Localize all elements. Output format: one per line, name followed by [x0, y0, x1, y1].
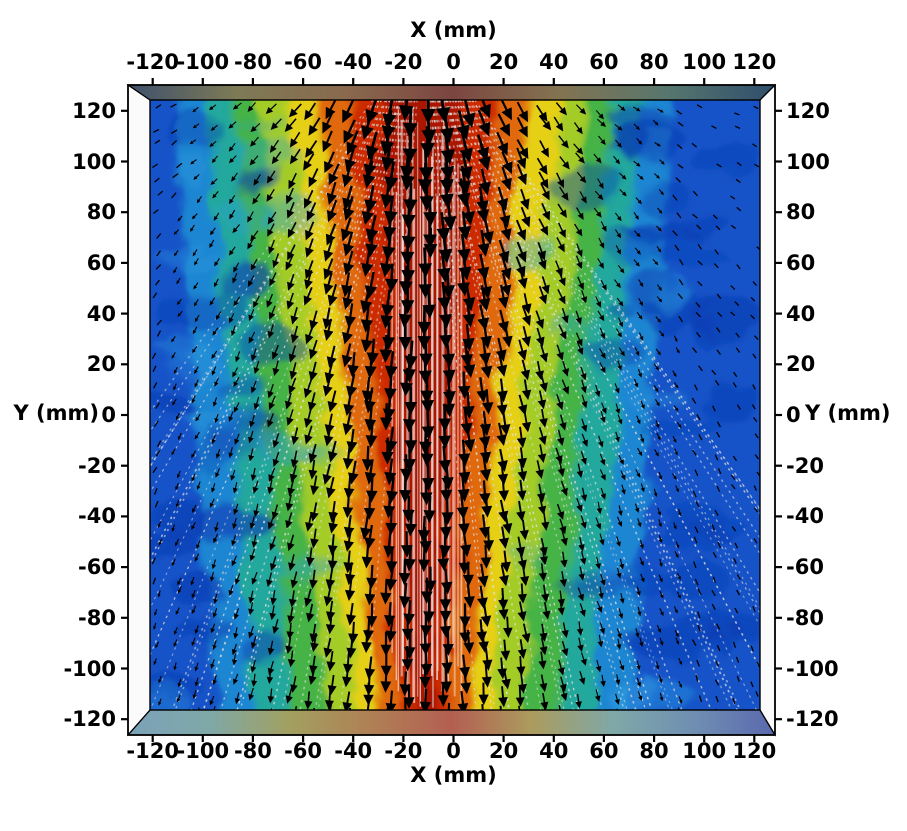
x-tick-label-top--60: -60: [284, 50, 323, 74]
y-tick-label-left-80: 80: [86, 200, 116, 225]
y-tick-label-right-40: 40: [786, 301, 816, 326]
y-tick-label-left-40: 40: [86, 301, 116, 326]
x-tick-label-top--120: -120: [126, 50, 179, 74]
y-axis-title-right: Y (mm): [805, 401, 891, 425]
x-tick-label-top-120: 120: [732, 50, 777, 74]
x-tick-label-bottom-0: 0: [446, 739, 461, 763]
axis-tick-marks: [121, 78, 782, 742]
y-tick-label-right--60: -60: [786, 555, 824, 580]
x-tick-label-bottom--20: -20: [384, 739, 423, 763]
x-tick-label-bottom--100: -100: [176, 739, 230, 763]
y-tick-label-left-0: 0: [101, 403, 116, 427]
y-tick-label-left-20: 20: [86, 352, 116, 377]
x-tick-label-top-40: 40: [539, 50, 569, 74]
x-tick-label-top--80: -80: [233, 50, 272, 74]
x-tick-label-bottom--120: -120: [126, 739, 179, 763]
y-tick-label-right-0: 0: [786, 403, 801, 427]
box-left-face: [127, 84, 151, 737]
y-tick-label-right--120: -120: [786, 707, 839, 732]
y-tick-label-right-120: 120: [786, 98, 830, 123]
x-tick-label-top-60: 60: [589, 50, 619, 74]
x-tick-label-bottom-40: 40: [539, 739, 569, 763]
y-tick-label-left--60: -60: [78, 555, 116, 580]
x-tick-label-top--100: -100: [176, 50, 230, 74]
y-tick-label-right--80: -80: [786, 605, 824, 630]
x-axis-title-top: X (mm): [410, 18, 497, 42]
y-tick-label-right-80: 80: [786, 200, 816, 225]
x-tick-label-bottom-20: 20: [489, 739, 519, 763]
y-tick-label-left-120: 120: [72, 98, 116, 123]
y-tick-label-left-100: 100: [72, 149, 116, 174]
x-axis-title-bottom: X (mm): [410, 763, 497, 787]
vector-arrows: [151, 100, 760, 710]
y-tick-label-right--100: -100: [786, 656, 839, 681]
box-top-face: [126, 84, 777, 101]
y-tick-label-right-60: 60: [786, 250, 816, 275]
x-tick-label-top-80: 80: [639, 50, 669, 74]
x-tick-label-bottom--80: -80: [233, 739, 272, 763]
box-bottom-face: [126, 709, 776, 736]
x-tick-label-bottom--60: -60: [284, 739, 323, 763]
y-tick-label-right-100: 100: [786, 149, 830, 174]
y-tick-label-left--80: -80: [78, 605, 116, 630]
x-tick-label-top--40: -40: [334, 50, 373, 74]
x-tick-label-top-0: 0: [446, 50, 461, 74]
x-tick-label-top--20: -20: [384, 50, 423, 74]
x-tick-label-top-20: 20: [489, 50, 519, 74]
x-tick-label-bottom--40: -40: [334, 739, 373, 763]
y-tick-label-left--20: -20: [78, 453, 116, 478]
x-tick-label-bottom-120: 120: [732, 739, 777, 763]
y-tick-label-right-20: 20: [786, 352, 816, 377]
y-tick-label-right--40: -40: [786, 504, 824, 529]
x-tick-label-bottom-80: 80: [639, 739, 669, 763]
x-tick-label-top-100: 100: [682, 50, 727, 74]
x-tick-label-bottom-60: 60: [589, 739, 619, 763]
y-axis-title-left: Y (mm): [13, 401, 99, 425]
y-tick-label-left--120: -120: [63, 707, 116, 732]
box-frame: [127, 84, 776, 736]
box-right-face: [759, 83, 776, 737]
y-tick-label-left-60: 60: [86, 250, 116, 275]
x-tick-label-bottom-100: 100: [682, 739, 727, 763]
y-tick-label-right--20: -20: [786, 453, 824, 478]
y-tick-label-left--40: -40: [78, 504, 116, 529]
y-tick-label-left--100: -100: [63, 656, 116, 681]
